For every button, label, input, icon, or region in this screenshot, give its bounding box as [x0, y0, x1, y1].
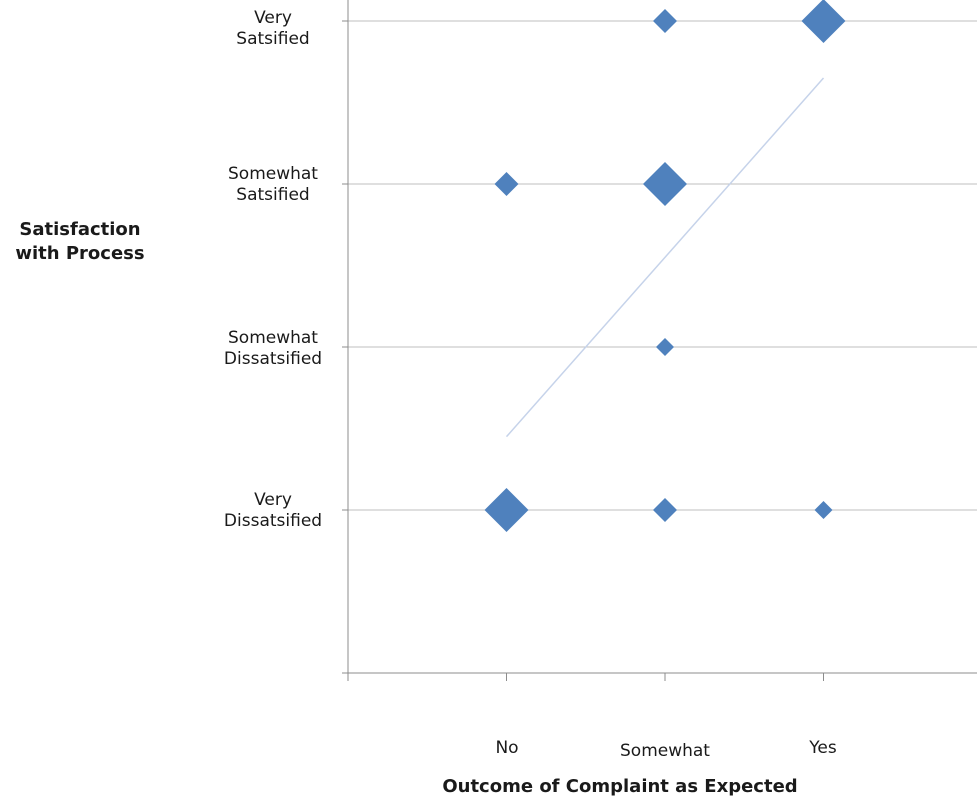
data-point	[653, 9, 677, 33]
x-tick-label: Somewhat	[620, 741, 710, 761]
y-tick-label-line: Dissatsified	[223, 349, 323, 369]
y-tick-label: Very Dissatsified	[203, 490, 343, 532]
y-tick-label-line: Dissatsified	[223, 511, 323, 531]
x-axis-title-text: Outcome of Complaint as Expected	[442, 776, 798, 797]
y-tick-label: Very Satsified	[203, 8, 343, 50]
y-axis-title-text: Satisfaction with Process	[15, 219, 145, 264]
y-tick-label-line: Somewhat	[228, 328, 318, 348]
y-tick-label-line: Very	[254, 8, 292, 28]
data-point	[656, 338, 674, 356]
y-tick-label-line: Satsified	[236, 29, 310, 49]
trendline	[505, 77, 825, 438]
data-point	[643, 162, 687, 206]
x-tick-label: Yes	[809, 738, 837, 758]
data-point	[494, 172, 519, 196]
y-tick-label: Somewhat Satsified	[203, 164, 343, 206]
y-tick-label: Somewhat Dissatsified	[203, 328, 343, 370]
data-point	[814, 501, 833, 519]
x-tick-label: No	[495, 738, 519, 758]
data-point	[801, 0, 846, 43]
y-tick-label-line: Satsified	[236, 185, 310, 205]
x-axis-title: Outcome of Complaint as Expected	[400, 775, 840, 799]
y-axis-title: Satisfaction with Process	[10, 218, 150, 266]
y-tick-label-line: Very	[254, 490, 292, 510]
y-tick-label-line: Somewhat	[228, 164, 318, 184]
data-point	[484, 488, 529, 532]
data-point	[653, 498, 677, 522]
